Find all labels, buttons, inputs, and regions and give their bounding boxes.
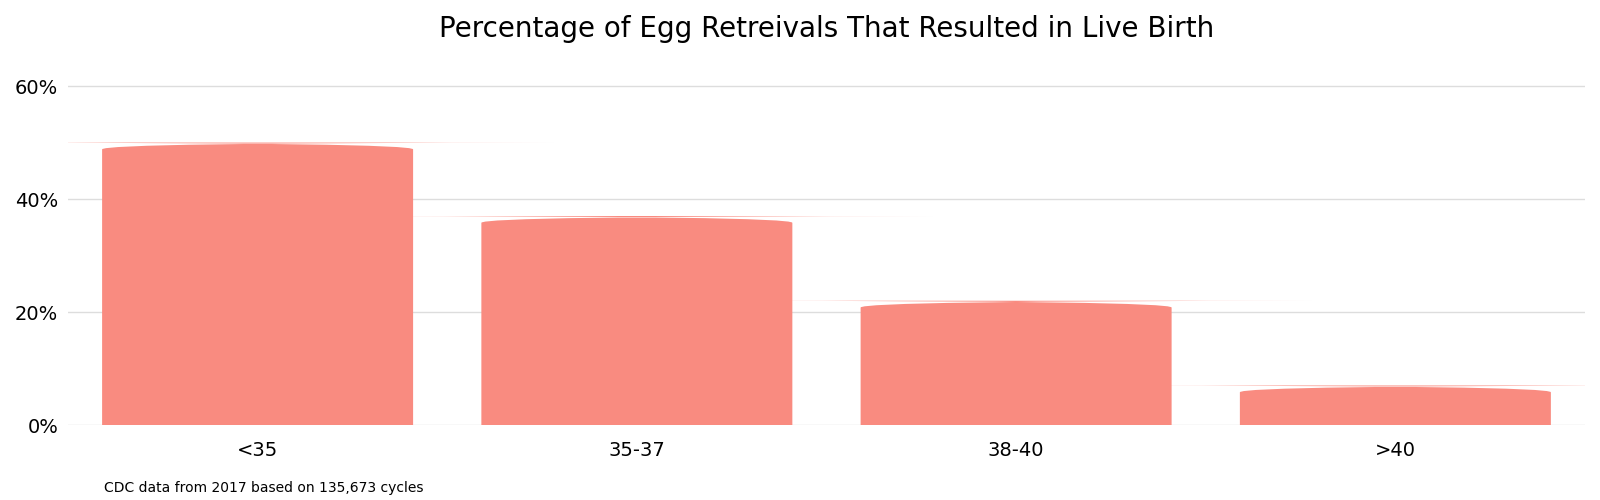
Text: CDC data from 2017 based on 135,673 cycles: CDC data from 2017 based on 135,673 cycl… <box>104 481 424 495</box>
Title: Percentage of Egg Retreivals That Resulted in Live Birth: Percentage of Egg Retreivals That Result… <box>438 15 1214 43</box>
FancyBboxPatch shape <box>1096 386 1600 432</box>
FancyBboxPatch shape <box>0 142 557 432</box>
FancyBboxPatch shape <box>338 216 936 432</box>
FancyBboxPatch shape <box>717 300 1315 432</box>
